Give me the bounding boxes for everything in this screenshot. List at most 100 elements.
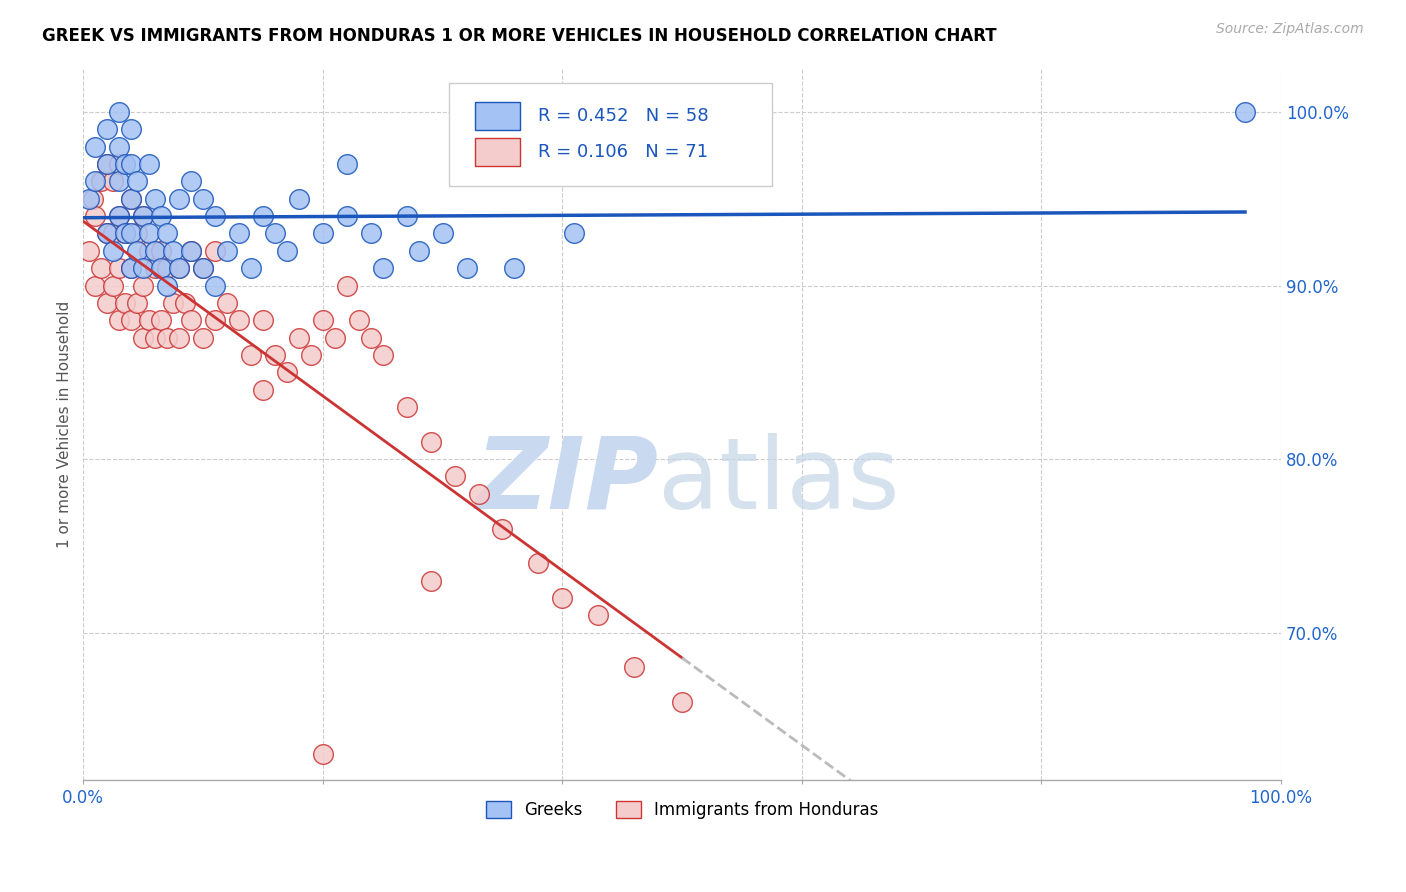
Point — [162, 296, 184, 310]
Point — [228, 227, 250, 241]
Point — [150, 209, 173, 223]
Point — [167, 330, 190, 344]
Point — [299, 348, 322, 362]
FancyBboxPatch shape — [449, 83, 772, 186]
Point — [360, 227, 382, 241]
Point — [167, 192, 190, 206]
Point — [312, 313, 335, 327]
Point — [103, 278, 125, 293]
Point — [215, 244, 238, 258]
Point — [132, 209, 155, 223]
Bar — [475, 102, 520, 130]
Point — [215, 296, 238, 310]
Text: atlas: atlas — [658, 433, 900, 530]
Point — [204, 244, 226, 258]
Point — [96, 296, 118, 310]
Point — [96, 122, 118, 136]
Point — [120, 157, 142, 171]
Point — [108, 209, 131, 223]
Point — [156, 227, 179, 241]
Point — [408, 244, 430, 258]
Point — [432, 227, 454, 241]
Point — [132, 278, 155, 293]
Point — [252, 313, 274, 327]
Point — [360, 330, 382, 344]
Point — [239, 348, 262, 362]
Point — [204, 313, 226, 327]
Point — [491, 522, 513, 536]
Point — [132, 209, 155, 223]
Point — [143, 244, 166, 258]
Point — [371, 261, 394, 276]
Point — [84, 209, 107, 223]
Point — [84, 278, 107, 293]
Point — [138, 244, 160, 258]
Point — [108, 174, 131, 188]
Point — [150, 244, 173, 258]
Point — [191, 261, 214, 276]
Point — [264, 227, 287, 241]
Point — [108, 313, 131, 327]
Point — [180, 313, 202, 327]
Point — [527, 556, 550, 570]
Point — [120, 122, 142, 136]
Point — [103, 227, 125, 241]
Point — [191, 192, 214, 206]
Point — [252, 209, 274, 223]
Point — [204, 278, 226, 293]
Point — [108, 139, 131, 153]
Point — [108, 104, 131, 119]
Point — [156, 278, 179, 293]
Point — [419, 574, 441, 588]
Point — [108, 157, 131, 171]
Point — [127, 174, 149, 188]
Y-axis label: 1 or more Vehicles in Household: 1 or more Vehicles in Household — [58, 301, 72, 548]
Point — [143, 330, 166, 344]
Text: R = 0.106   N = 71: R = 0.106 N = 71 — [538, 143, 709, 161]
Point — [174, 296, 197, 310]
Point — [127, 244, 149, 258]
Point — [156, 330, 179, 344]
Point — [143, 261, 166, 276]
Point — [395, 209, 418, 223]
Point — [138, 227, 160, 241]
Point — [336, 209, 359, 223]
Point — [551, 591, 574, 605]
Point — [84, 139, 107, 153]
Point — [77, 192, 100, 206]
Point — [419, 434, 441, 449]
Point — [204, 209, 226, 223]
Point — [239, 261, 262, 276]
Point — [252, 383, 274, 397]
Point — [82, 192, 104, 206]
Point — [156, 261, 179, 276]
Legend: Greeks, Immigrants from Honduras: Greeks, Immigrants from Honduras — [479, 794, 886, 825]
Point — [180, 244, 202, 258]
Text: ZIP: ZIP — [475, 433, 658, 530]
Point — [371, 348, 394, 362]
Point — [288, 330, 311, 344]
Point — [120, 313, 142, 327]
Point — [90, 261, 112, 276]
Point — [264, 348, 287, 362]
Point — [143, 192, 166, 206]
Point — [162, 244, 184, 258]
Point — [103, 174, 125, 188]
Point — [138, 157, 160, 171]
Point — [77, 244, 100, 258]
Point — [96, 157, 118, 171]
Point — [191, 330, 214, 344]
Text: GREEK VS IMMIGRANTS FROM HONDURAS 1 OR MORE VEHICLES IN HOUSEHOLD CORRELATION CH: GREEK VS IMMIGRANTS FROM HONDURAS 1 OR M… — [42, 27, 997, 45]
Point — [120, 192, 142, 206]
Text: Source: ZipAtlas.com: Source: ZipAtlas.com — [1216, 22, 1364, 37]
Point — [167, 261, 190, 276]
Point — [90, 174, 112, 188]
Point — [114, 227, 136, 241]
Point — [120, 261, 142, 276]
Point — [456, 261, 478, 276]
Point — [114, 157, 136, 171]
Point — [180, 244, 202, 258]
Point — [138, 313, 160, 327]
Point — [323, 330, 346, 344]
Point — [503, 261, 526, 276]
